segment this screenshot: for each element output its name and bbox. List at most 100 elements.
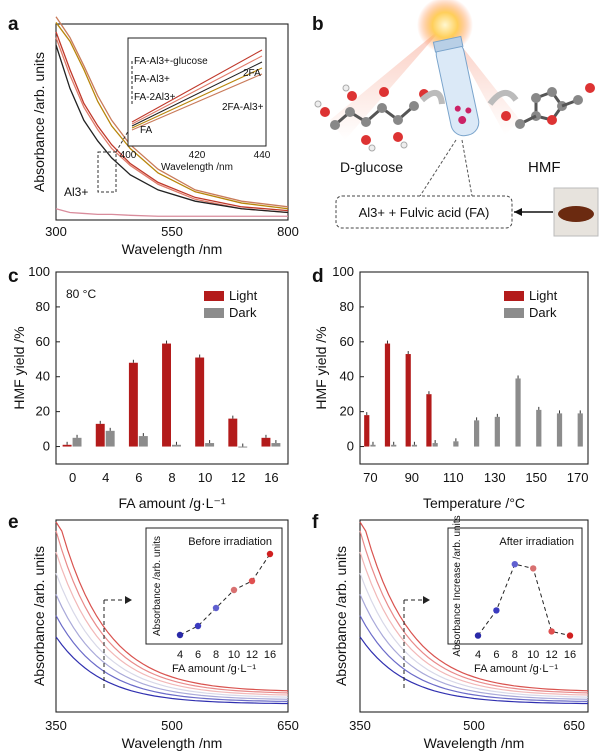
inset-legend-item: FA-Al3+-glucose [134,56,208,67]
absorbance-series-line [55,551,289,696]
panel-c-frame [55,271,289,465]
bar-dark [536,409,542,447]
inset-data-point [566,632,574,639]
inset-xtick-label: 16 [264,649,276,661]
xtick-label: 8 [168,470,175,485]
panel-label-b: b [312,14,324,35]
legend-label-dark: Dark [529,305,557,320]
panel-e-xlabel: Wavelength /nm [122,735,223,751]
panel-a-xtick: 800 [277,224,299,239]
bar-dark [577,413,583,447]
panel-f: 350 500 650 Wavelength /nm Absorbance /a… [333,515,589,751]
inset-xtick-label: 16 [564,649,576,661]
inset-data-point [212,604,220,612]
panel-a: 300 550 800 Wavelength /nm Absorbance /a… [31,16,299,257]
glucose-molecule-icon [314,84,429,152]
panel-d-bars [364,340,583,447]
panel-a-annotation-text: Al3+ [64,185,88,199]
panel-e-inset-xticks: 4 6 8 10 12 16 [177,649,276,661]
bar-light [95,423,105,447]
panel-c-yticks: 0 20 40 60 80 100 0 4 6 8 10 12 16 [28,264,278,485]
ytick-label: 100 [332,264,354,279]
panel-e-inset-points [176,550,274,639]
absorbance-series-line [55,44,289,214]
ytick-label: 40 [36,369,50,384]
panel-a-ylabel: Absorbance /arb. units [31,52,47,192]
inset-xtick: 400 [120,150,137,161]
panel-b: D-glucose HMF [314,0,599,237]
bar-dark [432,443,438,447]
panel-a-frame [55,23,289,221]
inset-data-point [230,586,238,594]
panel-a-inset-curves [131,49,263,131]
absorbance-series-line [55,572,289,698]
inset-data-point [530,565,537,572]
inset-xtick-label: 4 [475,649,481,661]
light-beam [330,25,445,140]
panel-a-zoom-box [97,151,117,193]
inset-xtick-label: 8 [512,649,518,661]
legend-label-light: Light [529,288,558,303]
ytick-label: 0 [347,439,354,454]
bar-dark [105,430,115,447]
xtick-label: 130 [484,470,506,485]
bar-dark [391,444,397,447]
absorbance-series-line [55,594,289,700]
bar-dark [205,443,215,447]
panel-f-inset-points [474,561,574,639]
xtick-label: 70 [363,470,377,485]
panel-d-ylabel: HMF yield /% [313,326,329,409]
xtick-label: 110 [443,470,464,485]
absorbance-series-line [359,615,589,702]
panel-e-arrowhead [125,596,132,604]
absorbance-series-line [359,572,589,698]
inset-curve-label: 2FA-Al3+ [222,102,264,113]
inset-data-point [176,631,184,639]
absorbance-series-line [359,530,589,694]
panel-a-annotation: Al3+ [64,185,88,199]
panel-label-a: a [8,14,19,35]
inset-data-point [548,628,555,635]
panel-c-condition: 80 °C [66,287,96,301]
panel-e-xtick: 500 [161,718,183,733]
xtick-label: 170 [567,470,589,485]
absorbance-series-line [55,37,289,214]
ytick-label: 0 [43,439,50,454]
absorbance-series-line [359,636,588,705]
absorbance-series-line [359,551,589,696]
absorbance-series-line [55,31,289,212]
legend-swatch-light [504,291,524,301]
panel-e-inset-xlabel: FA amount /g·L⁻¹ [172,663,256,675]
inset-xtick-label: 6 [195,649,201,661]
bar-dark [515,378,521,447]
catalyst-box [335,195,513,229]
absorbance-series-line [55,521,289,692]
panel-label-d: d [312,266,324,287]
ytick-label: 100 [28,264,50,279]
panel-e-xtick: 350 [45,718,67,733]
bar-light [128,362,138,447]
panel-c-ylabel: HMF yield /% [11,326,27,409]
inset-xtick: 420 [189,150,206,161]
bar-dark [238,446,248,448]
bar-light [228,418,238,447]
panel-f-xtick: 350 [349,718,371,733]
bar-dark [411,444,418,447]
bar-dark [494,416,500,447]
inset-xtick-label: 12 [246,649,258,661]
inset-xtick-label: 10 [228,649,240,661]
bar-dark [453,441,459,447]
inset-xtick-label: 4 [177,649,183,661]
inset-trend-line [179,553,271,636]
inset-data-point [474,632,482,639]
panel-a-xtick: 300 [45,224,67,239]
inset-xtick-label: 8 [213,649,219,661]
inset-legend-item: FA-2Al3+ [134,92,176,103]
panel-a-curves [55,16,289,217]
panel-f-inset-xlabel: FA amount /g·L⁻¹ [474,663,558,675]
absorbance-series-line [55,636,288,705]
xtick-label: 12 [231,470,245,485]
absorbance-series-line [55,22,289,210]
bar-light [62,444,72,447]
panel-d-frame [359,271,589,465]
